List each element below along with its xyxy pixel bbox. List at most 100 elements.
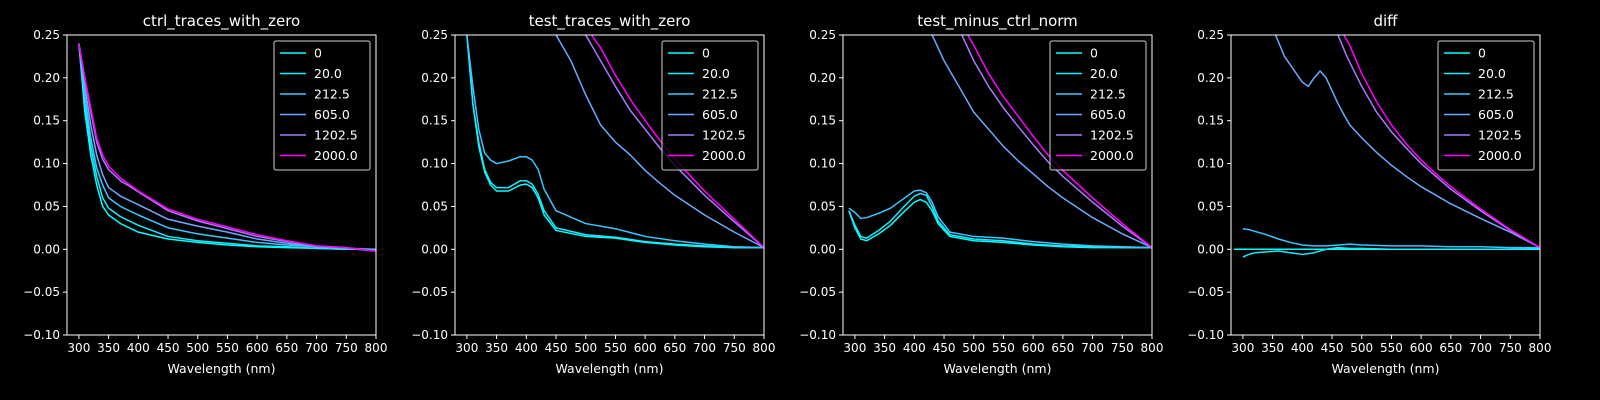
x-tick-label: 600 xyxy=(1410,341,1433,355)
y-tick-label: −0.05 xyxy=(411,285,448,299)
x-tick-label: 650 xyxy=(1439,341,1462,355)
series-line-605-0 xyxy=(931,35,1152,249)
x-tick-label: 750 xyxy=(723,341,746,355)
x-tick-label: 650 xyxy=(663,341,686,355)
chart-panel-4: diff 300 350 400 450 500 550 600 650 700 750 800 −0.… xyxy=(1187,12,1551,376)
x-tick-label: 800 xyxy=(1529,341,1552,355)
chart-panel-2: test_traces_with_zero 300 350 400 450 500 550 6… xyxy=(411,12,775,376)
y-tick-label: 0.10 xyxy=(1197,157,1224,171)
series-line-212-5 xyxy=(848,189,1152,249)
chart-title: ctrl_traces_with_zero xyxy=(143,12,300,31)
y-tick-label: −0.05 xyxy=(799,285,836,299)
x-tick-label: 350 xyxy=(97,341,120,355)
x-tick-label: 550 xyxy=(216,341,239,355)
legend-label: 212.5 xyxy=(702,87,738,102)
legend-label: 0 xyxy=(1090,46,1098,61)
legend: 0 20.0 212.5 605.0 1202.5 2000.0 xyxy=(1437,40,1535,171)
chart-panel-1: ctrl_traces_with_zero 300 350 400 450 500 550 6… xyxy=(23,12,387,376)
series-line-20-0 xyxy=(1242,246,1540,258)
series-line-0 xyxy=(848,198,1152,249)
legend-label: 212.5 xyxy=(1090,87,1126,102)
legend-label: 212.5 xyxy=(314,87,350,102)
x-tick-label: 300 xyxy=(455,341,478,355)
series-line-212-5 xyxy=(1242,227,1540,249)
series-line-212-5 xyxy=(466,35,764,249)
chart-title: test_minus_ctrl_norm xyxy=(917,12,1078,31)
series-group xyxy=(466,35,764,249)
series-line-1202-5 xyxy=(961,35,1152,249)
y-tick-label: 0.00 xyxy=(1197,242,1224,256)
legend-label: 605.0 xyxy=(314,107,350,122)
legend-label: 20.0 xyxy=(1090,66,1118,81)
x-tick-label: 800 xyxy=(365,341,388,355)
series-line-212-5 xyxy=(78,43,376,251)
legend-label: 20.0 xyxy=(702,66,730,81)
y-tick-label: 0.20 xyxy=(1197,71,1224,85)
series-line-20-0 xyxy=(848,192,1152,249)
legend-label: 605.0 xyxy=(702,107,738,122)
series-line-605-0 xyxy=(555,35,764,249)
x-tick-label: 400 xyxy=(1291,341,1314,355)
x-tick-label: 700 xyxy=(1081,341,1104,355)
plot-frame xyxy=(66,34,377,336)
x-tick-label: 500 xyxy=(574,341,597,355)
x-tick-label: 750 xyxy=(1111,341,1134,355)
y-tick-label: 0.15 xyxy=(1197,114,1224,128)
y-tick-label: 0.10 xyxy=(809,157,836,171)
x-tick-label: 350 xyxy=(1261,341,1284,355)
series-line-2000-0 xyxy=(1343,35,1540,249)
y-tick-label: 0.05 xyxy=(809,199,836,213)
x-axis-label: Wavelength (nm) xyxy=(1332,361,1440,376)
x-tick-label: 450 xyxy=(1321,341,1344,355)
series-line-2000-0 xyxy=(78,43,376,252)
x-tick-label: 400 xyxy=(515,341,538,355)
series-line-1202-5 xyxy=(585,35,764,249)
x-tick-label: 550 xyxy=(604,341,627,355)
y-tick-label: −0.05 xyxy=(1187,285,1224,299)
x-tick-label: 700 xyxy=(1469,341,1492,355)
x-tick-label: 600 xyxy=(634,341,657,355)
series-line-2000-0 xyxy=(591,35,764,249)
y-tick-label: 0.20 xyxy=(421,71,448,85)
series-group xyxy=(848,35,1152,249)
x-axis-label: Wavelength (nm) xyxy=(168,361,276,376)
series-line-605-0 xyxy=(1274,35,1540,249)
y-tick-label: −0.05 xyxy=(23,285,60,299)
x-tick-label: 800 xyxy=(753,341,776,355)
legend-label: 605.0 xyxy=(1090,107,1126,122)
y-tick-label: 0.25 xyxy=(33,28,60,42)
y-tick-label: −0.10 xyxy=(799,328,836,342)
y-tick-label: 0.00 xyxy=(421,242,448,256)
x-tick-label: 450 xyxy=(545,341,568,355)
legend-label: 1202.5 xyxy=(702,128,746,143)
legend: 0 20.0 212.5 605.0 1202.5 2000.0 xyxy=(661,40,759,171)
y-tick-label: 0.15 xyxy=(809,114,836,128)
legend-label: 212.5 xyxy=(1478,87,1514,102)
y-tick-label: 0.15 xyxy=(421,114,448,128)
legend-label: 1202.5 xyxy=(1478,128,1522,143)
x-tick-label: 450 xyxy=(933,341,956,355)
series-group xyxy=(1233,35,1540,258)
chart-title: diff xyxy=(1373,12,1398,30)
x-tick-label: 350 xyxy=(485,341,508,355)
x-tick-label: 350 xyxy=(873,341,896,355)
series-group xyxy=(78,43,376,252)
series-line-20-0 xyxy=(466,35,764,249)
legend-label: 2000.0 xyxy=(1478,148,1522,163)
x-tick-label: 300 xyxy=(67,341,90,355)
legend-label: 1202.5 xyxy=(314,128,358,143)
legend-label: 2000.0 xyxy=(314,148,358,163)
y-tick-label: 0.25 xyxy=(1197,28,1224,42)
x-tick-label: 600 xyxy=(1022,341,1045,355)
legend: 0 20.0 212.5 605.0 1202.5 2000.0 xyxy=(1049,40,1147,171)
legend-label: 0 xyxy=(1478,46,1486,61)
x-tick-label: 450 xyxy=(157,341,180,355)
y-tick-label: 0.05 xyxy=(33,199,60,213)
x-tick-label: 500 xyxy=(186,341,209,355)
x-tick-label: 550 xyxy=(992,341,1015,355)
plot-frame xyxy=(1230,34,1541,336)
legend-label: 2000.0 xyxy=(702,148,746,163)
y-tick-label: −0.10 xyxy=(411,328,448,342)
x-tick-label: 500 xyxy=(962,341,985,355)
